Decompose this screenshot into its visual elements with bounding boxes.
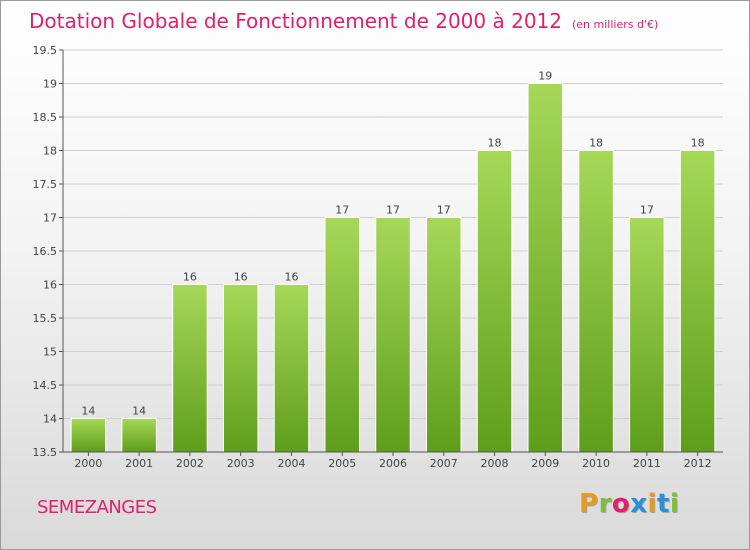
x-tick-label: 2006 <box>379 457 407 470</box>
y-tick-label: 18 <box>43 145 57 158</box>
x-tick-label: 2004 <box>277 457 305 470</box>
x-tick-label: 2002 <box>176 457 204 470</box>
proxiti-logo[interactable]: Proxiti <box>579 489 679 519</box>
bar-2009 <box>527 83 564 453</box>
y-tick-label: 18.5 <box>33 111 58 124</box>
data-label: 17 <box>335 204 349 217</box>
logo-letter: i <box>669 489 680 519</box>
logo-letter: r <box>598 489 612 519</box>
x-tick-label: 2010 <box>582 457 610 470</box>
data-label: 18 <box>691 137 705 150</box>
x-tick-label: 2001 <box>125 457 153 470</box>
bar-2008 <box>476 150 513 453</box>
y-tick-label: 19 <box>43 78 57 91</box>
chart-subtitle: (en milliers d'€) <box>572 18 659 31</box>
y-tick-label: 19.5 <box>33 44 58 57</box>
y-tick-label: 17.5 <box>33 178 58 191</box>
x-tick-label: 2007 <box>430 457 458 470</box>
y-tick-label: 13.5 <box>33 446 58 459</box>
x-tick-label: 2005 <box>328 457 356 470</box>
y-tick-label: 17 <box>43 212 57 225</box>
y-tick-label: 14 <box>43 413 57 426</box>
bar-2000 <box>70 418 107 453</box>
logo-letter: i <box>647 489 657 519</box>
x-tick-label: 2009 <box>531 457 559 470</box>
y-tick-label: 16 <box>43 279 57 292</box>
data-label: 14 <box>132 405 146 418</box>
bar-2006 <box>375 217 411 453</box>
bar-2001 <box>121 418 157 453</box>
y-tick-label: 15.5 <box>33 312 58 325</box>
x-tick-label: 2000 <box>74 457 102 470</box>
bar-2005 <box>324 217 360 453</box>
x-tick-label: 2008 <box>481 457 509 470</box>
data-label: 16 <box>234 271 248 284</box>
x-tick-label: 2012 <box>684 457 712 470</box>
logo-letter: t <box>656 489 670 519</box>
bar-2007 <box>426 217 462 453</box>
x-tick-label: 2011 <box>633 457 661 470</box>
bar-2011 <box>629 217 665 453</box>
logo-letter: P <box>579 489 599 519</box>
chart-title: Dotation Globale de Fonctionnement de 20… <box>29 9 658 33</box>
x-tick-label: 2003 <box>227 457 255 470</box>
chart-title-text: Dotation Globale de Fonctionnement de 20… <box>29 9 562 33</box>
data-label: 17 <box>437 204 451 217</box>
bars: 14 14 16 16 16 17 17 17 18 19 18 17 18 <box>70 70 716 453</box>
data-label: 18 <box>488 137 502 150</box>
data-label: 16 <box>183 271 197 284</box>
data-label: 17 <box>640 204 654 217</box>
data-label: 19 <box>538 70 552 83</box>
bar-2003 <box>222 284 259 453</box>
data-label: 18 <box>589 137 603 150</box>
y-tick-label: 14.5 <box>33 379 58 392</box>
bar-2010 <box>578 150 614 453</box>
axes: 13.5 14 14.5 15 15.5 16 16.5 17 17.5 18 18.5 19 19.5… <box>33 44 723 470</box>
data-label: 17 <box>386 204 400 217</box>
commune-name: SEMEZANGES <box>37 497 157 518</box>
bar-2012 <box>679 150 716 453</box>
logo-letter: x <box>630 489 648 519</box>
bar-2002 <box>172 284 208 453</box>
logo-letter: o <box>611 489 631 519</box>
data-label: 14 <box>81 405 95 418</box>
data-label: 16 <box>284 271 298 284</box>
bar-2004 <box>273 284 310 453</box>
y-tick-label: 16.5 <box>33 245 58 258</box>
y-tick-label: 15 <box>43 346 57 359</box>
